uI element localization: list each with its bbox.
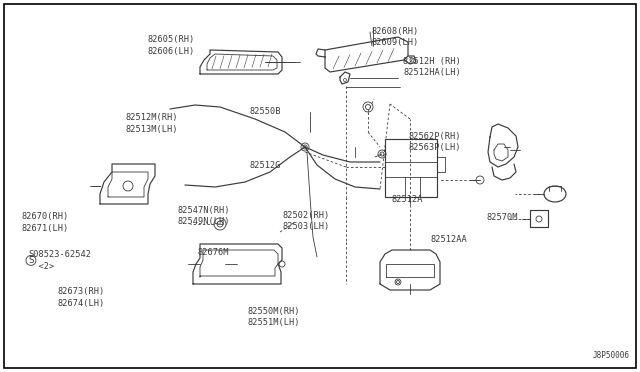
Text: 82570M: 82570M (486, 213, 518, 222)
Text: 82670(RH)
82671(LH): 82670(RH) 82671(LH) (22, 212, 69, 232)
FancyBboxPatch shape (4, 4, 636, 368)
Text: 82673(RH)
82674(LH): 82673(RH) 82674(LH) (58, 288, 105, 308)
Text: S08523-62542
  <2>: S08523-62542 <2> (28, 250, 91, 270)
Text: 82547N(RH)
82549N(LH): 82547N(RH) 82549N(LH) (178, 206, 230, 226)
Text: 82562P(RH)
82563P(LH): 82562P(RH) 82563P(LH) (408, 132, 461, 152)
Text: 82502(RH)
82503(LH): 82502(RH) 82503(LH) (283, 211, 330, 231)
Text: S: S (28, 256, 34, 265)
Text: 82608(RH)
82609(LH): 82608(RH) 82609(LH) (371, 27, 419, 47)
Text: 82605(RH)
82606(LH): 82605(RH) 82606(LH) (147, 35, 195, 55)
Text: J8P50006: J8P50006 (593, 351, 630, 360)
Text: 82512A: 82512A (392, 195, 423, 203)
Text: 82512H (RH)
82512HA(LH): 82512H (RH) 82512HA(LH) (403, 57, 461, 77)
Text: 82512G: 82512G (250, 161, 281, 170)
Text: 82512AA: 82512AA (430, 235, 467, 244)
Text: 82550B: 82550B (250, 107, 281, 116)
Text: 82550M(RH)
82551M(LH): 82550M(RH) 82551M(LH) (247, 307, 300, 327)
Text: 82512M(RH)
82513M(LH): 82512M(RH) 82513M(LH) (125, 113, 178, 134)
Text: 82676M: 82676M (197, 248, 228, 257)
Bar (385, 139, 437, 197)
